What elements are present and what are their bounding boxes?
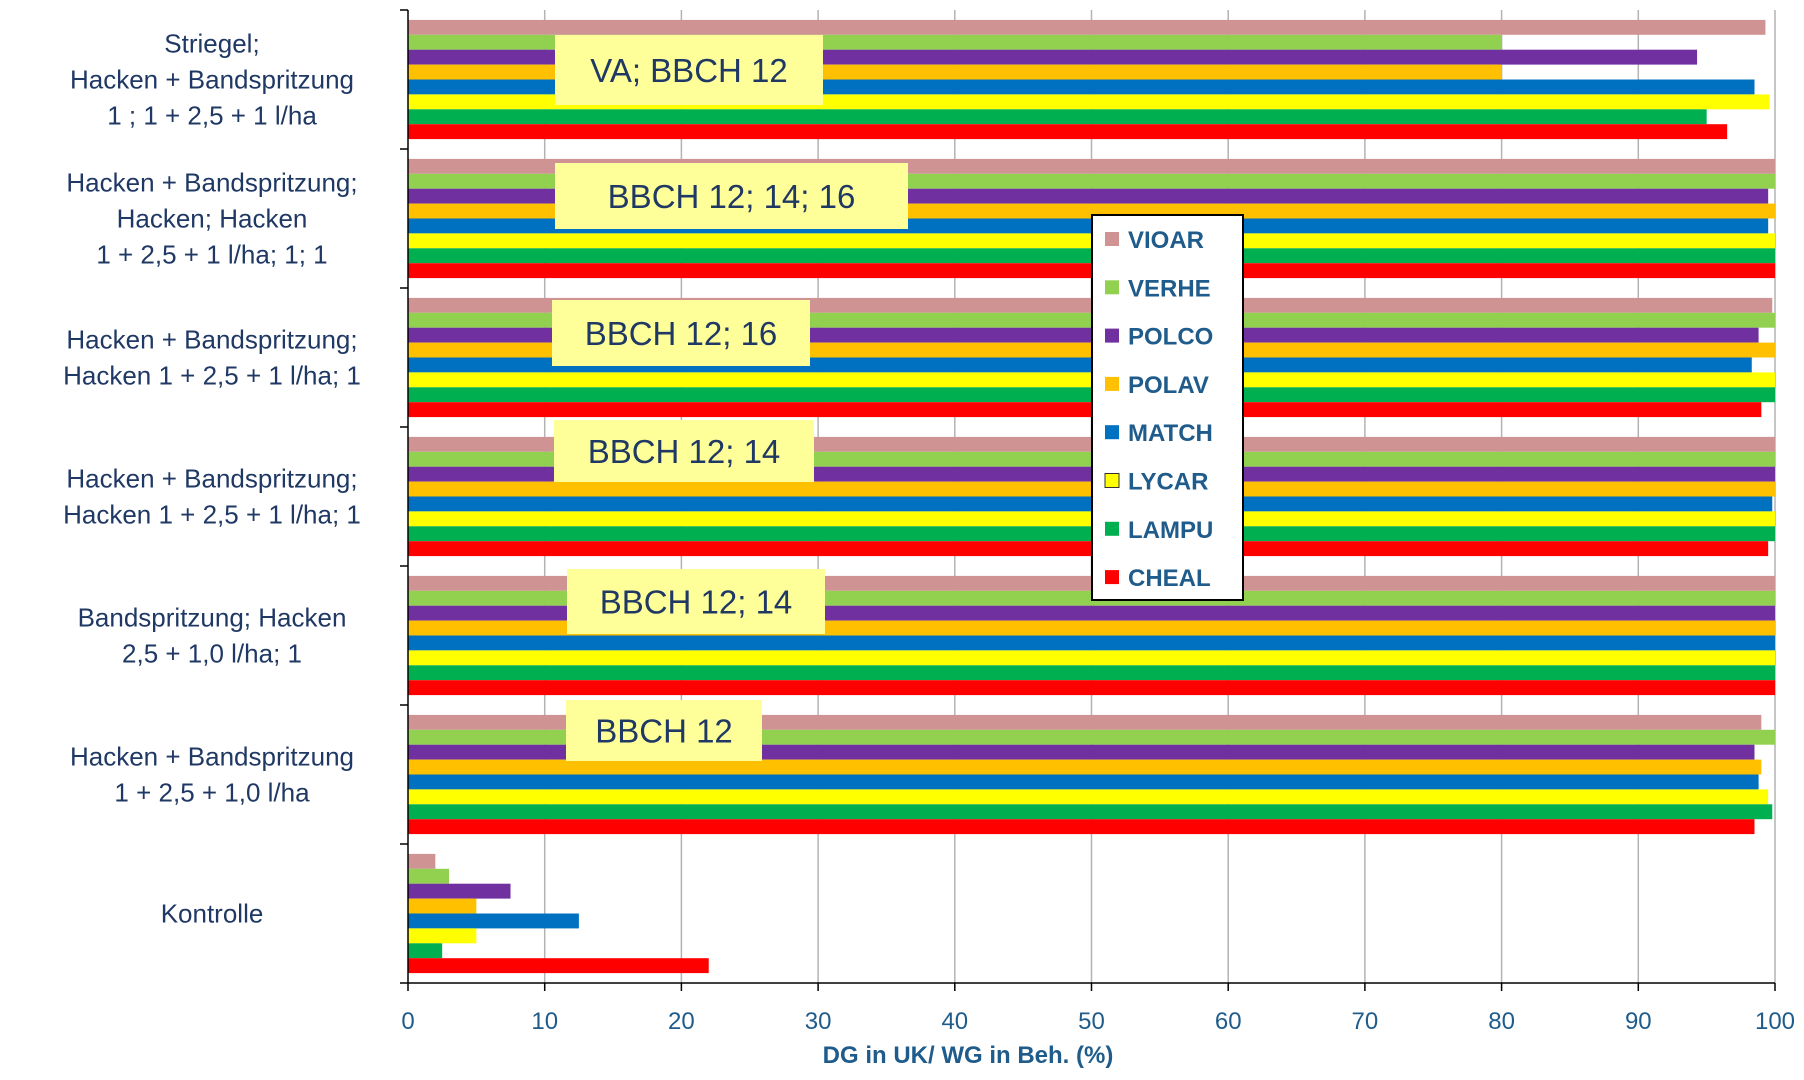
legend-label: CHEAL: [1128, 565, 1211, 592]
annotation-bg: [555, 35, 823, 105]
x-tick-label-90: 90: [1625, 1008, 1652, 1035]
bar-match-4: [408, 635, 1775, 651]
legend-entry-verhe: VERHE: [1105, 275, 1211, 302]
axes: [400, 9, 1776, 991]
annotation-bg: [552, 300, 810, 366]
annotation-text: BBCH 12: [595, 713, 733, 750]
x-tick-label-70: 70: [1352, 1008, 1379, 1035]
bar-vioar-6: [408, 853, 436, 869]
bar-lampu-4: [408, 665, 1775, 681]
category-label-2: Hacken + Bandspritzung; Hacken 1 + 2,5 + …: [63, 325, 361, 391]
legend-label: VIOAR: [1128, 227, 1204, 254]
x-axis-title: DG in UK/ WG in Beh. (%): [823, 1042, 1114, 1069]
legend-entry-vioar: VIOAR: [1105, 227, 1204, 254]
annotation-box-5: BBCH 12: [566, 700, 762, 761]
category-label-3: Hacken + Bandspritzung; Hacken 1 + 2,5 + …: [63, 464, 361, 530]
category-label-1: Hacken + Bandspritzung; Hacken; Hacken 1 +…: [66, 168, 357, 270]
bar-match-5: [408, 774, 1759, 790]
legend-label: POLCO: [1128, 324, 1213, 351]
category-label-4: Bandspritzung; Hacken 2,5 + 1,0 l/ha; 1: [78, 603, 347, 669]
bar-cheal-2: [408, 402, 1762, 418]
annotation-text: BBCH 12; 14: [588, 433, 781, 470]
bar-cheal-4: [408, 680, 1775, 696]
x-tick-label-0: 0: [401, 1008, 414, 1035]
x-tick-label-30: 30: [805, 1008, 832, 1035]
bar-cheal-6: [408, 958, 709, 974]
legend-swatch: [1105, 376, 1119, 391]
bar-polav-6: [408, 898, 477, 914]
legend-label: VERHE: [1128, 275, 1211, 302]
x-tick-label-80: 80: [1488, 1008, 1515, 1035]
legend-entry-lampu: LAMPU: [1105, 517, 1213, 544]
x-tick-label-60: 60: [1215, 1008, 1242, 1035]
annotation-box-4: BBCH 12; 14: [567, 569, 825, 634]
annotation-bg: [566, 700, 762, 761]
bar-polco-6: [408, 883, 511, 899]
legend-label: LAMPU: [1128, 517, 1213, 544]
bar-match-6: [408, 913, 579, 929]
annotation-box-0: VA; BBCH 12: [555, 35, 823, 105]
bar-match-3: [408, 496, 1773, 512]
legend-swatch: [1104, 473, 1120, 488]
x-tick-label-10: 10: [531, 1008, 558, 1035]
bar-polav-5: [408, 759, 1762, 775]
legend-label: POLAV: [1128, 372, 1209, 399]
bar-lycar-5: [408, 789, 1769, 805]
category-label-6: Kontrolle: [161, 899, 264, 929]
legend-swatch: [1105, 232, 1119, 246]
category-labels: Striegel; Hacken + Bandspritzung 1 ; 1 + 2…: [63, 29, 361, 929]
legend: VIOAR VERHE POLCO POLAV MATCH LYCAR LAMPU CHEAL: [1091, 214, 1244, 601]
x-tick-label-40: 40: [941, 1008, 968, 1035]
x-tick-labels: 0 10 20 30 40 50 60 70 80 90 100: [401, 1008, 1795, 1035]
annotation-bg: [567, 569, 825, 634]
legend-swatch: [1105, 570, 1119, 585]
annotation-text: BBCH 12; 14; 16: [608, 178, 856, 215]
annotations: VA; BBCH 12 BBCH 12; 14; 16 BBCH 12; 16 BBC…: [552, 35, 908, 761]
legend-entry-lycar: LYCAR: [1104, 469, 1208, 496]
bar-lycar-4: [408, 650, 1775, 666]
bar-lampu-6: [408, 943, 443, 959]
category-label-0: Striegel; Hacken + Bandspritzung 1 ; 1 + 2…: [70, 29, 354, 131]
annotation-text: VA; BBCH 12: [590, 52, 787, 89]
legend-swatch: [1105, 328, 1119, 343]
annotation-text: BBCH 12; 16: [585, 315, 778, 352]
legend-entry-polco: POLCO: [1105, 324, 1213, 351]
annotation-text: BBCH 12; 14: [600, 584, 793, 621]
annotation-bg: [554, 420, 814, 482]
legend-swatch: [1105, 280, 1119, 295]
x-tick-label-100: 100: [1755, 1008, 1795, 1035]
bar-cheal-3: [408, 541, 1769, 557]
legend-label: MATCH: [1128, 420, 1213, 447]
bar-cheal-0: [408, 124, 1728, 140]
annotation-bg: [555, 163, 908, 229]
bar-cheal-5: [408, 819, 1755, 835]
legend-box: [1091, 214, 1244, 601]
legend-label: LYCAR: [1128, 469, 1208, 496]
legend-entry-match: MATCH: [1105, 420, 1213, 447]
x-tick-label-20: 20: [668, 1008, 695, 1035]
category-label-5: Hacken + Bandspritzung 1 + 2,5 + 1,0 l/ha: [70, 742, 354, 808]
bar-lampu-0: [408, 109, 1707, 125]
legend-entry-cheal: CHEAL: [1105, 565, 1211, 592]
legend-swatch: [1105, 425, 1119, 440]
bar-vioar-0: [408, 19, 1766, 35]
x-tick-label-50: 50: [1078, 1008, 1105, 1035]
annotation-box-2: BBCH 12; 16: [552, 300, 810, 366]
bar-verhe-6: [408, 868, 450, 884]
legend-entry-polav: POLAV: [1105, 372, 1209, 399]
bar-lampu-5: [408, 804, 1773, 820]
annotation-box-1: BBCH 12; 14; 16: [555, 163, 908, 229]
legend-swatch: [1105, 521, 1119, 536]
bar-lycar-6: [408, 928, 477, 944]
annotation-box-3: BBCH 12; 14: [554, 420, 814, 482]
